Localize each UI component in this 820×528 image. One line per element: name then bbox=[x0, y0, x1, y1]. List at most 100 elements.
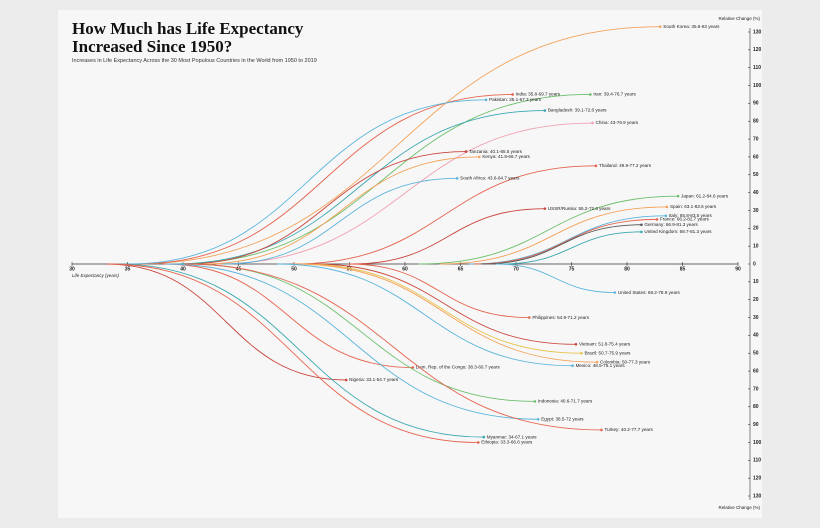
curve bbox=[184, 151, 467, 265]
curve bbox=[222, 177, 458, 265]
y-tick-label: 70 bbox=[753, 136, 759, 142]
y-tick-label: 50 bbox=[753, 351, 759, 357]
end-point bbox=[659, 25, 662, 28]
end-point bbox=[613, 291, 617, 294]
curve bbox=[108, 263, 479, 443]
y-tick-label: 120 bbox=[753, 47, 762, 53]
end-point bbox=[511, 93, 514, 96]
series-label: Italy: 65.8-83.5 years bbox=[669, 213, 713, 218]
series-label: USSR/Russia: 55.2-72.6 years bbox=[548, 206, 611, 211]
end-point bbox=[476, 441, 480, 444]
end-point bbox=[543, 109, 547, 112]
curve bbox=[106, 263, 347, 381]
curve bbox=[469, 215, 666, 265]
end-point bbox=[655, 218, 659, 221]
series-label: Turkey: 40.2-77.7 years bbox=[604, 427, 653, 432]
x-tick-label: 45 bbox=[236, 266, 242, 272]
series-label: Tanzania: 40.1-65.5 years bbox=[469, 149, 523, 154]
end-point bbox=[676, 194, 680, 198]
curve bbox=[313, 263, 576, 345]
series-label: South Korea: 35.6-83 years bbox=[663, 24, 720, 29]
end-point bbox=[591, 121, 594, 125]
end-point bbox=[600, 428, 603, 432]
chart-title: How Much has Life Expectancy Increased S… bbox=[72, 19, 304, 56]
x-tick-label: 70 bbox=[513, 266, 519, 272]
curve bbox=[216, 122, 593, 265]
x-tick-label: 60 bbox=[402, 266, 408, 272]
curve bbox=[496, 263, 615, 294]
curve bbox=[277, 263, 573, 367]
curve bbox=[351, 208, 545, 265]
series-label: Spain: 63.1-83.6 years bbox=[670, 204, 717, 209]
curve bbox=[128, 99, 487, 265]
series-label: Pakistan: 35.1-67.3 years bbox=[489, 97, 542, 102]
y-tick-label: 90 bbox=[753, 101, 759, 107]
end-point bbox=[595, 360, 599, 364]
end-point bbox=[589, 93, 592, 96]
y-tick-label: 110 bbox=[753, 65, 761, 71]
series-label: United States: 68.2-78.9 years bbox=[618, 290, 681, 295]
end-point bbox=[580, 351, 583, 355]
y-tick-label: 90 bbox=[753, 422, 759, 428]
series-label: Colombia: 50-77.3 years bbox=[600, 359, 651, 364]
curve bbox=[116, 263, 484, 438]
y-tick-label: 10 bbox=[753, 243, 759, 249]
series-label: India: 35.8-69.7 years bbox=[516, 92, 561, 97]
series-label: Germany: 66.9-81.3 years bbox=[644, 222, 698, 227]
curve bbox=[293, 263, 598, 363]
series-label: Egypt: 38.5-72 years bbox=[541, 416, 584, 421]
y-tick-label: 0 bbox=[753, 261, 756, 267]
x-axis-label: Life Expectancy (years) bbox=[72, 273, 120, 278]
end-point bbox=[482, 435, 486, 439]
y-tick-label: 80 bbox=[753, 119, 759, 125]
curve bbox=[473, 218, 657, 265]
y-axis-label: Relative Change (%) bbox=[718, 505, 760, 510]
y-tick-label: 110 bbox=[753, 458, 761, 464]
y-tick-label: 30 bbox=[753, 315, 759, 321]
series-label: Nigeria: 33.1-54.7 years bbox=[349, 377, 399, 382]
end-point bbox=[665, 205, 669, 209]
y-tick-label: 130 bbox=[753, 29, 762, 35]
curve bbox=[173, 110, 545, 265]
end-point bbox=[640, 230, 643, 234]
curve bbox=[481, 224, 642, 265]
y-tick-label: 60 bbox=[753, 154, 759, 160]
series-label: United Kingdom: 68.7-81.3 years bbox=[644, 229, 712, 234]
series-label: Thailand: 49.9-77.2 years bbox=[599, 163, 652, 168]
end-point bbox=[344, 378, 348, 382]
curve bbox=[185, 263, 602, 431]
series-label: Iran: 39.4-76.7 years bbox=[593, 92, 636, 97]
x-tick-label: 75 bbox=[569, 266, 575, 272]
end-point bbox=[533, 400, 537, 403]
y-tick-label: 60 bbox=[753, 368, 759, 374]
series-label: South Africa: 43.6-64.7 years bbox=[460, 176, 520, 181]
curve bbox=[439, 206, 667, 265]
series-label: Myanmar: 34-67.1 years bbox=[487, 434, 537, 439]
x-tick-label: 50 bbox=[291, 266, 297, 272]
curve bbox=[501, 231, 642, 265]
end-point bbox=[411, 366, 415, 369]
curve bbox=[348, 263, 530, 318]
curve bbox=[134, 26, 661, 265]
end-point bbox=[478, 155, 481, 159]
y-tick-label: 120 bbox=[753, 475, 762, 481]
curve bbox=[292, 165, 596, 265]
y-tick-label: 130 bbox=[753, 493, 762, 499]
end-point bbox=[543, 207, 547, 210]
end-point bbox=[664, 214, 668, 218]
end-point bbox=[594, 164, 598, 168]
series-label: Dem. Rep. of the Congo: 38.3-60.7 years bbox=[416, 365, 501, 370]
y-tick-label: 40 bbox=[753, 190, 759, 196]
curve bbox=[202, 156, 480, 265]
y-tick-label: 100 bbox=[753, 440, 762, 446]
x-tick-label: 40 bbox=[180, 266, 186, 272]
curve bbox=[164, 263, 413, 368]
y-tick-label: 80 bbox=[753, 404, 759, 410]
y-tick-label: 10 bbox=[753, 279, 759, 285]
series-label: Philippines: 54.9-71.2 years bbox=[532, 315, 589, 320]
curve bbox=[176, 94, 591, 265]
end-point bbox=[536, 417, 540, 421]
y-tick-label: 50 bbox=[753, 172, 759, 178]
end-point bbox=[640, 223, 643, 227]
